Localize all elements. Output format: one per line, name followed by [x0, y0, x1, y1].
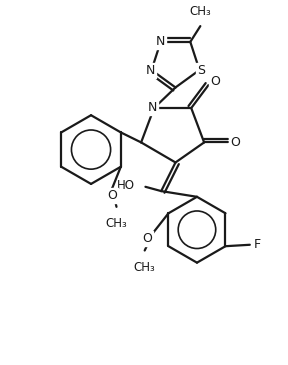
Text: N: N	[145, 64, 155, 77]
Text: O: O	[230, 136, 240, 149]
Text: N: N	[148, 101, 157, 114]
Text: CH₃: CH₃	[190, 5, 211, 18]
Text: O: O	[210, 75, 220, 88]
Text: O: O	[143, 232, 152, 245]
Text: HO: HO	[117, 179, 134, 192]
Text: O: O	[107, 189, 117, 202]
Text: N: N	[156, 35, 165, 48]
Text: CH₃: CH₃	[134, 261, 156, 273]
Text: CH₃: CH₃	[106, 217, 127, 230]
Text: F: F	[253, 238, 261, 251]
Text: S: S	[197, 64, 205, 77]
